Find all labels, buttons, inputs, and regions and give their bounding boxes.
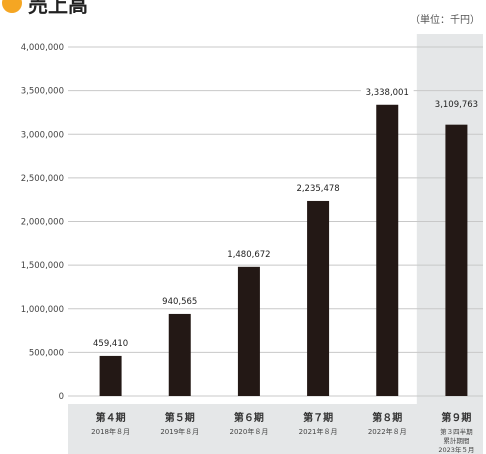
- value-label-bg: [291, 181, 345, 194]
- value-label-bg: [360, 85, 414, 98]
- y-tick-label: 3,500,000: [21, 87, 64, 97]
- x-tick-label: 第８期: [372, 411, 402, 424]
- data-label: 940,565: [162, 297, 197, 307]
- x-tick-sublabel: 2020年８月: [230, 427, 269, 436]
- x-tick-sublabel: 第３四半期: [440, 427, 473, 436]
- data-label: 459,410: [93, 339, 128, 349]
- x-tick-label: 第９期: [441, 411, 471, 424]
- unit-label: （単位：千円）: [410, 15, 480, 26]
- bar: [168, 313, 191, 396]
- y-tick-label: 2,000,000: [21, 218, 64, 228]
- y-tick-label: 1,500,000: [21, 261, 64, 271]
- data-label: 2,235,478: [296, 184, 339, 194]
- value-label-bg: [222, 247, 276, 260]
- x-tick-sublabel: 2019年８月: [160, 427, 199, 436]
- chart-title: 売上高: [0, 0, 88, 17]
- x-tick-label: 第４期: [96, 411, 126, 424]
- x-tick-label: 第５期: [165, 411, 195, 424]
- x-tick-sublabel: 2022年８月: [368, 427, 407, 436]
- value-label-bg: [430, 97, 483, 110]
- x-tick-label: 第７期: [303, 411, 333, 424]
- y-tick-label: 0: [59, 392, 64, 402]
- x-tick-label: 第６期: [234, 411, 264, 424]
- x-axis-band: [68, 404, 483, 454]
- y-tick-label: 2,500,000: [21, 174, 64, 184]
- data-label: 3,338,001: [366, 88, 409, 98]
- y-tick-label: 4,000,000: [21, 43, 64, 53]
- x-tick-sublabel: 累計期間: [443, 436, 469, 445]
- x-tick-sublabel: 2023年５月: [438, 445, 474, 454]
- bar: [237, 266, 260, 396]
- chart-title-text: 売上高: [28, 0, 88, 17]
- y-tick-label: 500,000: [29, 348, 64, 358]
- data-label: 1,480,672: [227, 250, 270, 260]
- value-label-bg: [89, 336, 132, 349]
- title-dot-icon: [2, 0, 22, 13]
- y-tick-label: 1,000,000: [21, 305, 64, 315]
- data-label: 3,109,763: [435, 100, 478, 110]
- bar: [307, 200, 330, 396]
- y-tick-label: 3,000,000: [21, 130, 64, 140]
- bar: [445, 124, 468, 396]
- x-tick-sublabel: 2021年８月: [299, 427, 338, 436]
- bar: [376, 104, 399, 397]
- bar: [99, 355, 122, 396]
- x-tick-sublabel: 2018年８月: [91, 427, 130, 436]
- value-label-bg: [158, 294, 201, 307]
